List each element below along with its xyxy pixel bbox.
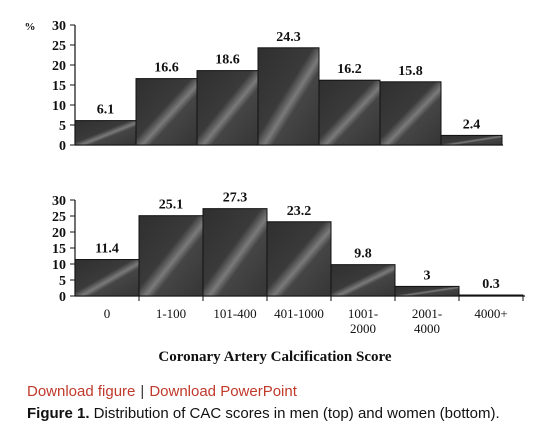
women-bar-value-label: 9.8 [354, 247, 372, 262]
men-y-tick-label: 5 [59, 119, 66, 134]
women-bar-value-label: 27.3 [223, 191, 248, 206]
women-x-tick-label: 1001- [348, 306, 378, 321]
caption-text: Distribution of CAC scores in men (top) … [89, 405, 500, 422]
women-x-tick-label: 4000 [414, 321, 440, 336]
men-y-tick-label: 10 [52, 99, 66, 114]
men-bar [257, 47, 320, 146]
men-y-tick-label: 15 [52, 79, 66, 94]
men-bar [318, 79, 381, 146]
men-bar-value-label: 6.1 [97, 103, 115, 118]
men-y-tick-label: 25 [52, 39, 66, 54]
women-y-tick-label: 5 [59, 274, 66, 289]
women-y-tick-label: 0 [59, 290, 66, 305]
women-x-tick-label: 1-100 [156, 306, 186, 321]
women-x-tick-label: 101-400 [213, 306, 256, 321]
men-bar [379, 81, 442, 146]
women-x-tick-label: 0 [104, 306, 111, 321]
women-bar [74, 259, 140, 297]
women-bar-value-label: 3 [424, 268, 431, 283]
women-bar [394, 285, 460, 297]
women-chart-panel: 05101520253011.4025.11-10027.3101-40023.… [52, 191, 525, 336]
men-y-tick-label: 20 [52, 59, 66, 74]
women-bar [138, 215, 204, 297]
men-y-axis-unit: % [25, 21, 36, 33]
men-bar [440, 134, 503, 146]
women-x-tick-label: 2001- [412, 306, 442, 321]
men-bar [196, 70, 259, 146]
caption-label: Figure 1. [27, 405, 90, 422]
women-bar-value-label: 23.2 [287, 204, 312, 219]
women-bar-value-label: 0.3 [482, 277, 500, 292]
women-x-tick-label: 401-1000 [274, 306, 324, 321]
men-bar [135, 78, 198, 146]
men-chart-panel: 0 5 10 15 20 25 30% 6.1 16.6 18.6 24.3 16.2 15.8 2.4 [25, 19, 503, 154]
women-x-tick-label: 2000 [350, 321, 376, 336]
women-bar [458, 294, 524, 297]
women-y-tick-label: 10 [52, 258, 66, 273]
women-bar-value-label: 11.4 [95, 242, 119, 257]
men-bar [74, 120, 137, 146]
x-axis-title: Coronary Artery Calcification Score [158, 349, 392, 365]
download-powerpoint-link[interactable]: Download PowerPoint [149, 383, 297, 400]
men-bar-value-label: 2.4 [463, 117, 481, 132]
men-bar-value-label: 24.3 [276, 30, 301, 45]
men-y-tick-label: 0 [59, 139, 66, 154]
women-bar [266, 221, 332, 297]
women-bar [202, 208, 268, 297]
figure-caption: Figure 1. Distribution of CAC scores in … [27, 405, 547, 422]
women-bar-value-label: 25.1 [159, 198, 184, 213]
women-y-tick-label: 30 [52, 194, 66, 209]
men-y-tick-label: 30 [52, 19, 66, 34]
men-bar-value-label: 16.6 [154, 61, 179, 76]
women-x-tick-label: 4000+ [474, 306, 507, 321]
women-y-tick-label: 25 [52, 210, 66, 225]
men-bar-value-label: 16.2 [337, 62, 362, 77]
women-y-tick-label: 15 [52, 242, 66, 257]
download-figure-link[interactable]: Download figure [27, 383, 136, 400]
women-bar [330, 264, 396, 297]
link-separator: | [140, 383, 145, 400]
download-links: Download figure | Download PowerPoint [27, 383, 297, 400]
men-bar-value-label: 18.6 [215, 53, 240, 68]
men-bar-value-label: 15.8 [398, 64, 423, 79]
women-y-tick-label: 20 [52, 226, 66, 241]
